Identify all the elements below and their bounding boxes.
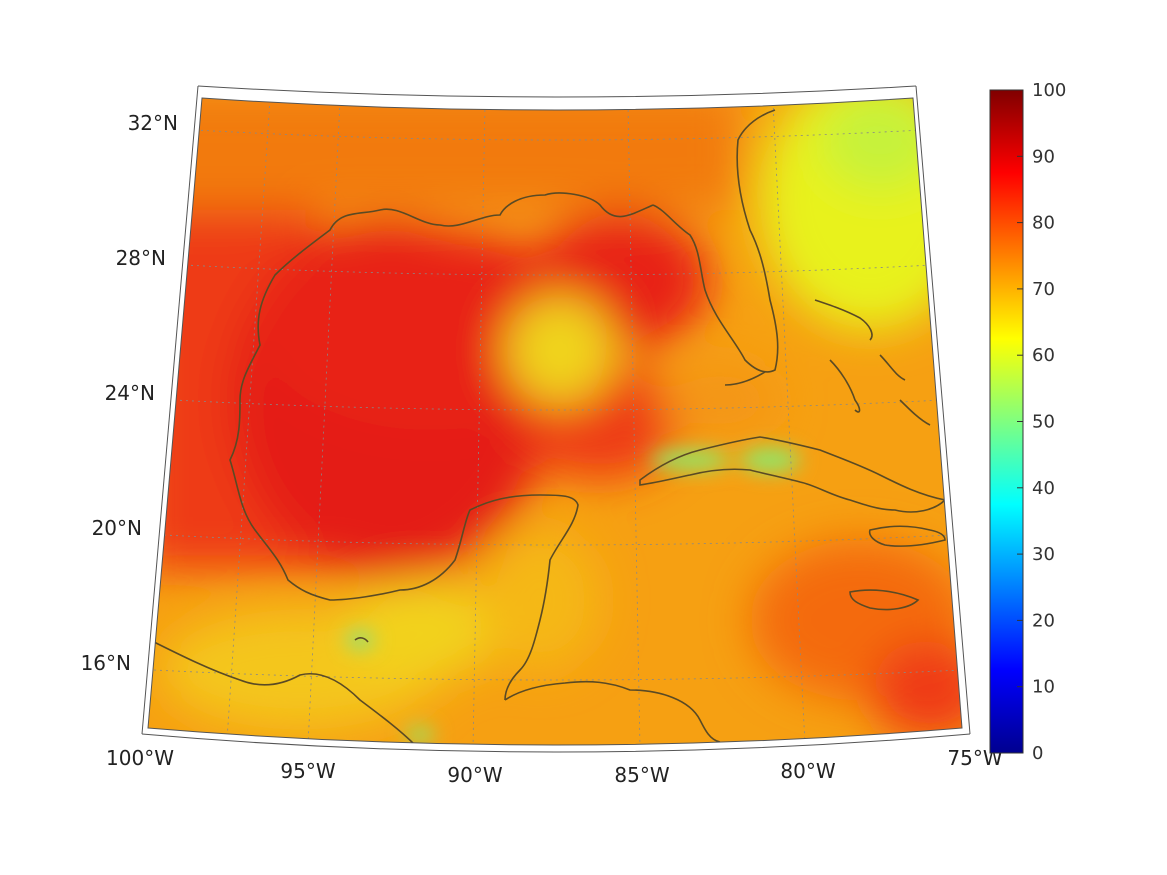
colorbar-tick-label: 40 bbox=[1032, 478, 1055, 499]
colorbar-tick-label: 60 bbox=[1032, 345, 1055, 366]
lon-label: 100°W bbox=[106, 746, 174, 770]
graticule bbox=[153, 99, 962, 745]
lon-label: 95°W bbox=[280, 759, 335, 783]
coastlines bbox=[149, 109, 947, 745]
lat-label: 20°N bbox=[92, 516, 142, 540]
colorbar-tick-label: 20 bbox=[1032, 610, 1055, 631]
lat-label: 24°N bbox=[105, 381, 155, 405]
map-frame-left bbox=[141, 85, 199, 735]
lat-label: 28°N bbox=[116, 246, 166, 270]
colorbar-tick-label: 0 bbox=[1032, 743, 1043, 764]
colorbar-tick-label: 50 bbox=[1032, 412, 1055, 433]
colorbar-tick-label: 30 bbox=[1032, 544, 1055, 565]
colorbar-tick-label: 70 bbox=[1032, 279, 1055, 300]
lat-label: 32°N bbox=[128, 111, 178, 135]
map-frame bbox=[147, 97, 963, 746]
longitude-labels: 100°W 95°W 90°W 85°W 80°W 75°W bbox=[106, 746, 1003, 787]
lon-label: 90°W bbox=[447, 763, 502, 787]
lat-label: 16°N bbox=[81, 651, 131, 675]
colorbar-tick-label: 10 bbox=[1032, 677, 1055, 698]
lon-label: 80°W bbox=[780, 759, 835, 783]
heatmap-field bbox=[148, 98, 962, 745]
map-frame-right bbox=[915, 85, 971, 735]
colorbar-tick-label: 90 bbox=[1032, 146, 1055, 167]
colorbar-tick-label: 100 bbox=[1032, 80, 1066, 101]
colorbar-tick-label: 80 bbox=[1032, 213, 1055, 234]
latitude-labels: 32°N 28°N 24°N 20°N 16°N bbox=[81, 111, 178, 675]
lon-label: 85°W bbox=[614, 763, 669, 787]
